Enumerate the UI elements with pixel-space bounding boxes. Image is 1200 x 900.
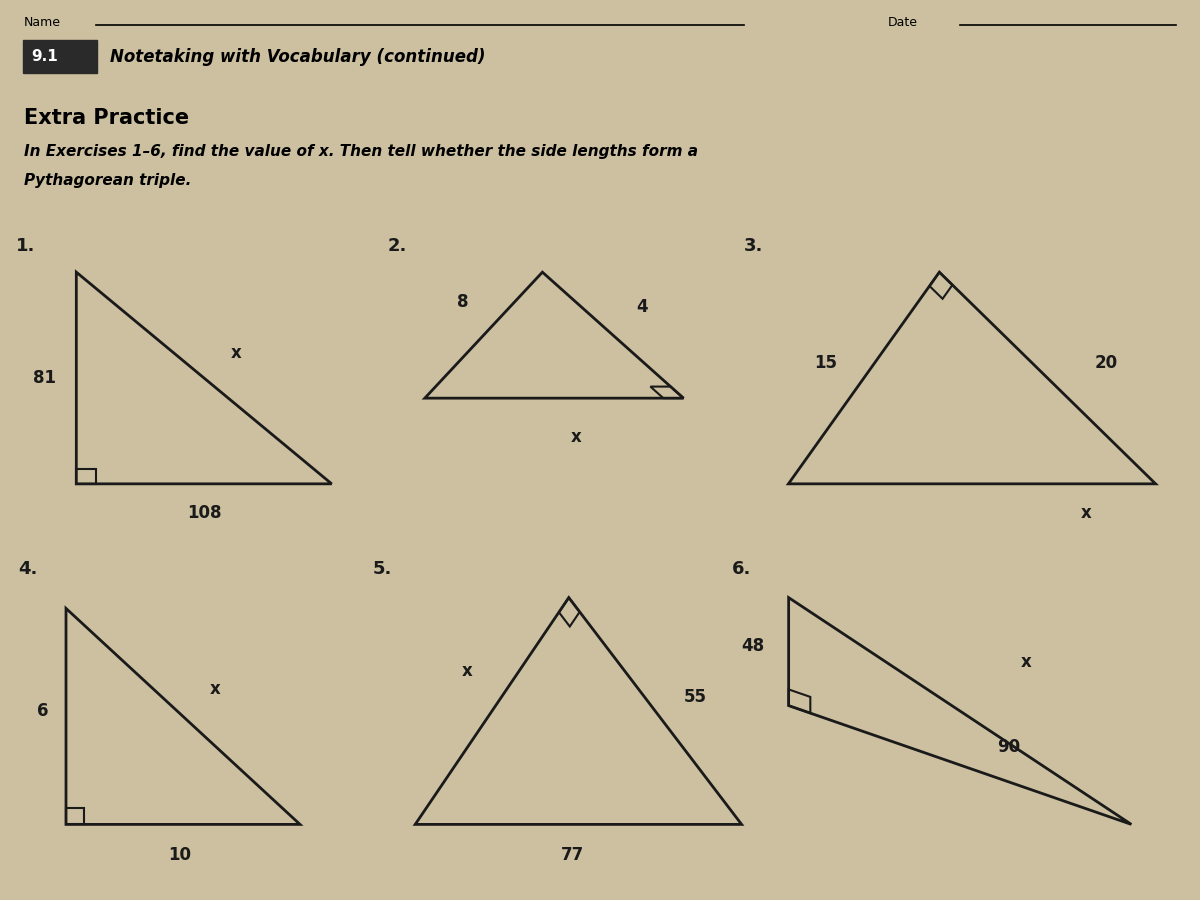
Text: Name: Name [24,16,61,29]
Text: 9.1: 9.1 [31,50,58,64]
Text: 6: 6 [36,702,48,720]
Text: 77: 77 [562,846,584,864]
Text: 20: 20 [1094,354,1117,372]
Text: 4: 4 [636,299,648,317]
Text: 90: 90 [997,738,1020,756]
Text: 3.: 3. [744,237,763,255]
Text: Date: Date [888,16,918,29]
Text: 2.: 2. [388,237,407,255]
Text: x: x [1021,653,1032,671]
Text: x: x [1081,504,1092,522]
Text: 6.: 6. [732,560,751,578]
Text: 10: 10 [168,846,192,864]
Text: In Exercises 1–6, find the value of x. Then tell whether the side lengths form a: In Exercises 1–6, find the value of x. T… [24,144,698,159]
Text: x: x [230,344,241,362]
Text: Notetaking with Vocabulary (continued): Notetaking with Vocabulary (continued) [110,48,486,66]
Text: x: x [571,428,581,446]
Text: 8: 8 [457,293,468,311]
Text: 15: 15 [815,354,838,372]
FancyBboxPatch shape [23,40,97,73]
Text: 4.: 4. [18,560,37,578]
Text: 48: 48 [742,637,764,655]
Text: x: x [462,662,473,680]
Text: Extra Practice: Extra Practice [24,108,190,128]
Text: 5.: 5. [373,560,392,578]
Text: 108: 108 [187,504,221,522]
Text: 1.: 1. [16,237,35,255]
Text: x: x [210,680,221,698]
Text: Pythagorean triple.: Pythagorean triple. [24,173,191,188]
Text: 55: 55 [684,688,707,706]
Text: 81: 81 [34,369,56,387]
